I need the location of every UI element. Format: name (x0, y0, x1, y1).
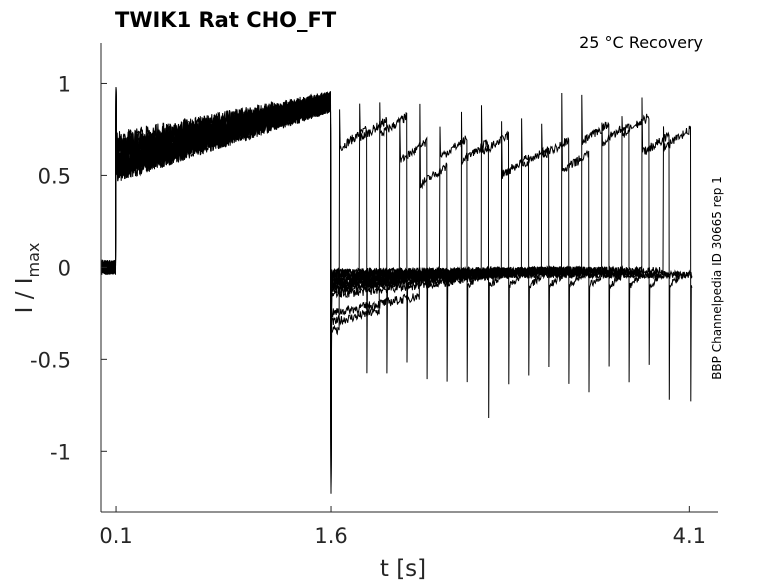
y-tick-label: 1 (58, 72, 71, 96)
y-axis-label-sub: max (24, 243, 43, 278)
y-tick-label: -0.5 (30, 348, 71, 372)
side-note: BBP Channelpedia ID 30665 rep 1 (710, 176, 724, 380)
y-tick-label: -1 (50, 440, 71, 464)
y-tick-label: 0.5 (38, 164, 71, 188)
x-tick-label: 0.1 (99, 524, 132, 548)
y-tick-label: 0 (58, 256, 71, 280)
svg-text:I / Imax: I / Imax (12, 243, 43, 314)
x-axis-label: t [s] (380, 556, 426, 582)
ticks: 0.1 1.6 4.1 1 0.5 0 -0.5 -1 (30, 72, 706, 548)
chart-subtitle: 25 °C Recovery (579, 33, 703, 52)
sweep-trace (101, 87, 693, 493)
sweep-trace (101, 87, 580, 458)
x-tick-label: 4.1 (673, 524, 706, 548)
y-axis-label: I / I (12, 277, 38, 313)
x-tick-label: 1.6 (314, 524, 347, 548)
traces (101, 87, 693, 494)
chart-title: TWIK1 Rat CHO_FT (115, 8, 337, 32)
